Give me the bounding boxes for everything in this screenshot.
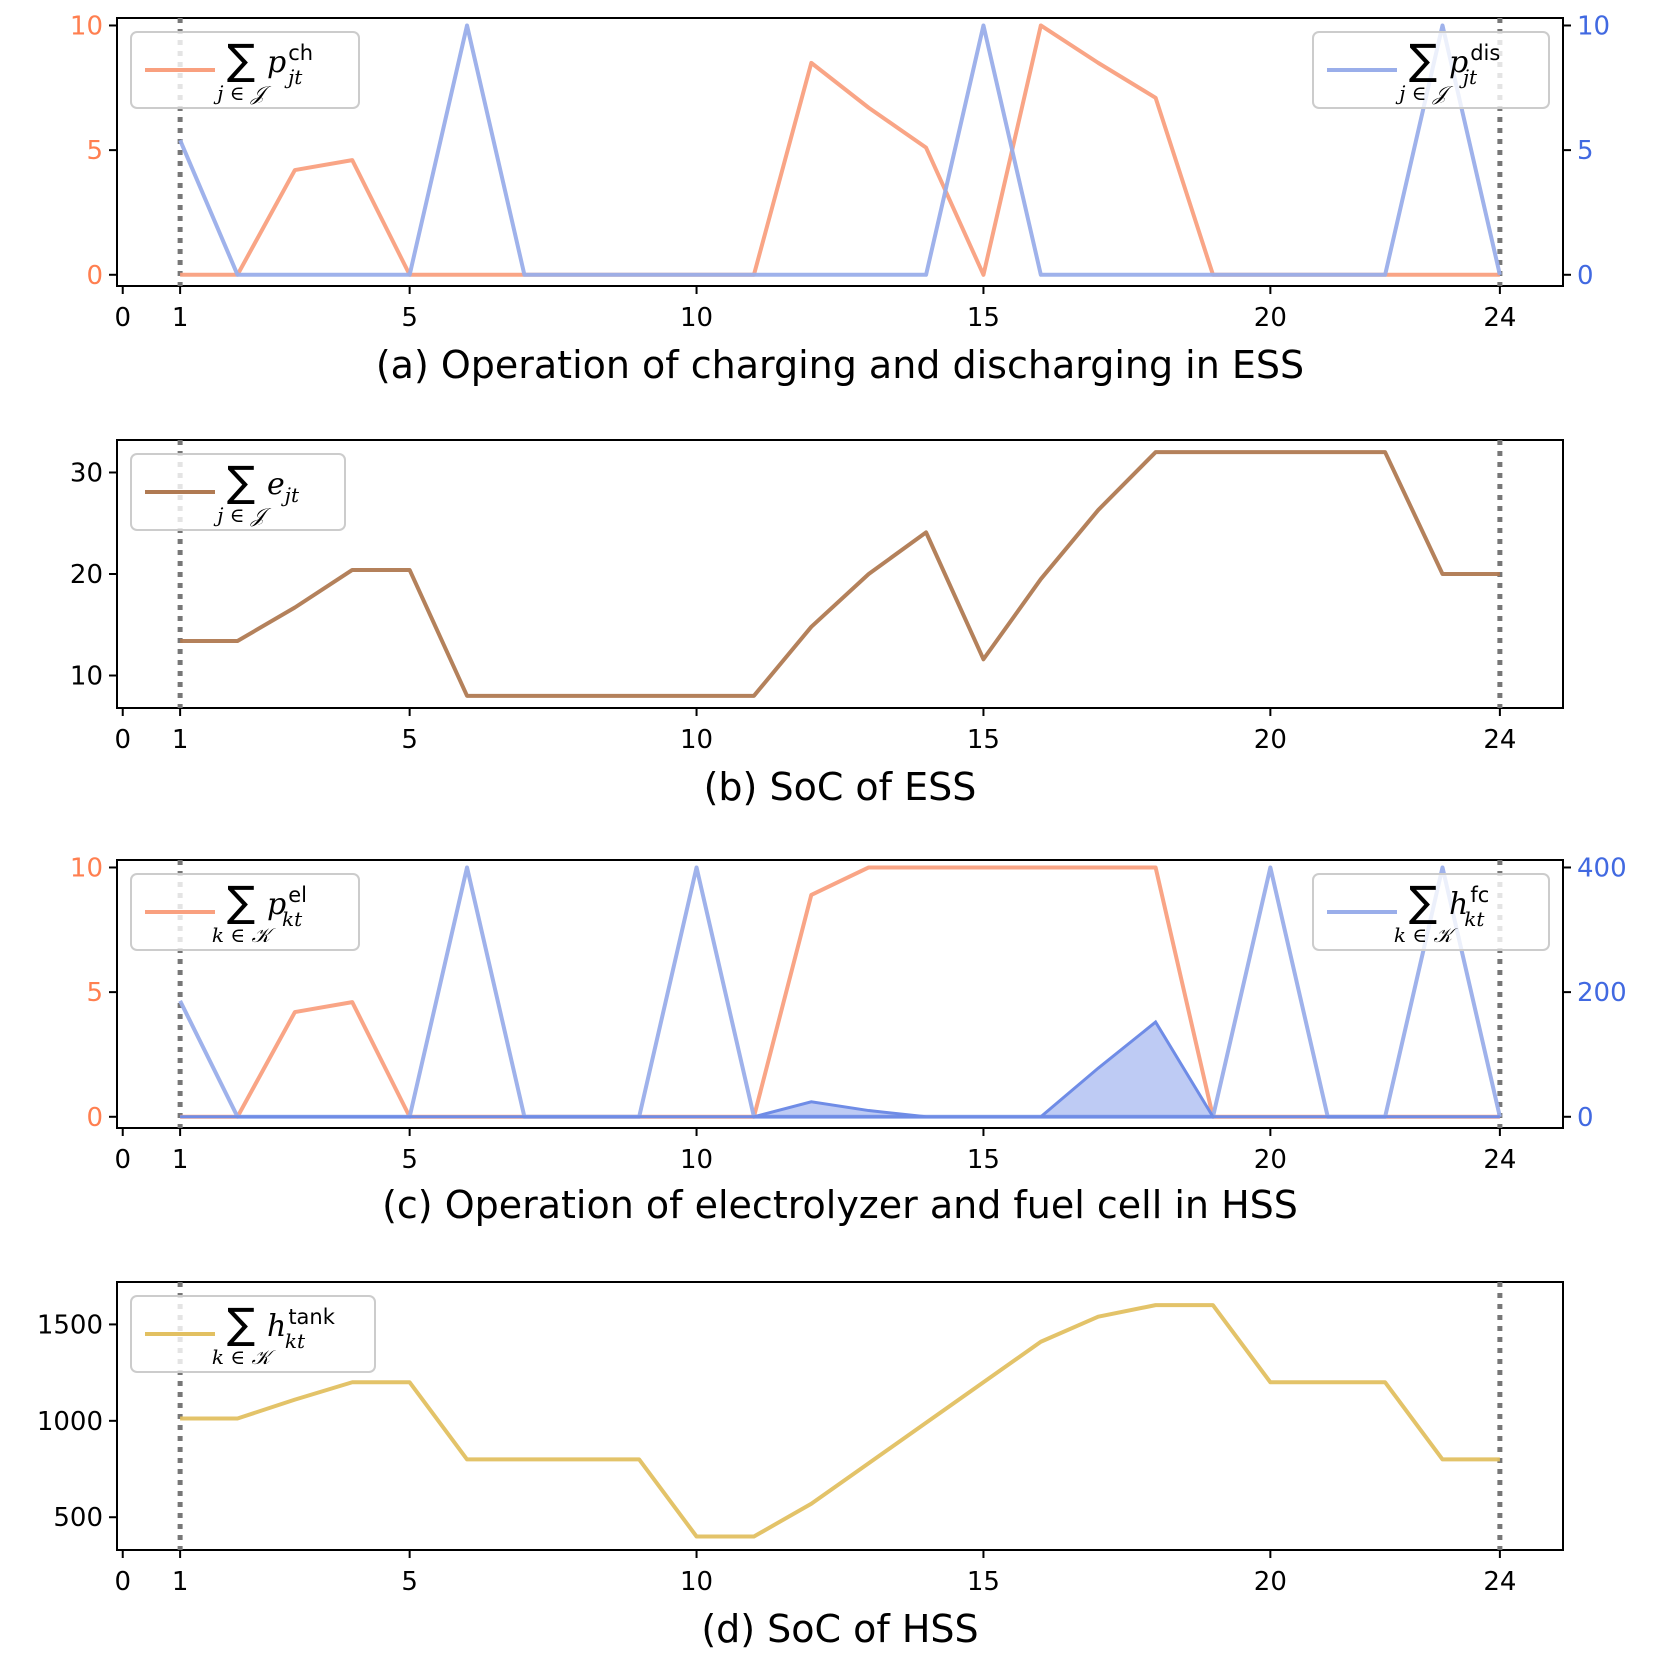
x-tick-label: 10 xyxy=(680,303,713,333)
legend-frame xyxy=(130,873,360,951)
legend-frame xyxy=(130,31,360,109)
x-tick-label: 10 xyxy=(680,1567,713,1597)
legend-sum-symbol: ∑ xyxy=(227,35,255,84)
y-tick-label: 500 xyxy=(53,1503,103,1533)
x-tick-label: 0 xyxy=(114,1145,131,1175)
y-tick-label: 5 xyxy=(86,136,103,166)
y2-tick-label: 0 xyxy=(1577,261,1594,291)
y-tick-label: 10 xyxy=(70,662,103,692)
legend-sum-symbol: ∑ xyxy=(227,877,255,926)
legend-frame xyxy=(1312,31,1550,109)
x-tick-label: 15 xyxy=(967,303,1000,333)
x-tick-label: 10 xyxy=(680,725,713,755)
legend-sum-symbol: ∑ xyxy=(1409,877,1437,926)
legend-sum-symbol: ∑ xyxy=(1409,35,1437,84)
x-tick-label: 15 xyxy=(967,725,1000,755)
y2-tick-label: 200 xyxy=(1577,978,1627,1008)
legend-sum-index: j ∈ 𝒥 xyxy=(213,503,272,527)
legend-label: htank kt xyxy=(267,1305,336,1353)
x-tick-label: 20 xyxy=(1254,1145,1287,1175)
y-tick-label: 10 xyxy=(70,11,103,41)
x-tick-label: 5 xyxy=(401,303,418,333)
series-line-htank xyxy=(180,1303,1500,1539)
x-tick-label: 24 xyxy=(1483,1567,1516,1597)
x-tick-label: 5 xyxy=(401,1567,418,1597)
x-tick-label: 15 xyxy=(967,1145,1000,1175)
series-line-hfc xyxy=(178,865,1502,1119)
series-line-pch xyxy=(180,23,1500,277)
x-tick-label: 1 xyxy=(172,303,189,333)
panel-caption: (b) SoC of ESS xyxy=(704,765,977,809)
legend-frame xyxy=(1312,873,1550,951)
series-area-fill xyxy=(180,1019,1500,1119)
legend-sum-index: j ∈ 𝒥 xyxy=(1395,81,1454,105)
x-tick-label: 10 xyxy=(680,1145,713,1175)
x-tick-label: 24 xyxy=(1483,1145,1516,1175)
legend-label: pdis jt xyxy=(1449,41,1500,89)
panel-caption: (c) Operation of electrolyzer and fuel c… xyxy=(382,1183,1298,1227)
legend-sum-index: k ∈ 𝒦 xyxy=(1394,923,1459,947)
series-line-pel xyxy=(180,865,1500,1119)
plot-frame xyxy=(116,859,1564,1129)
x-tick-label: 0 xyxy=(114,725,131,755)
y-tick-label: 30 xyxy=(70,458,103,488)
y-tick-label: 1000 xyxy=(37,1407,103,1437)
panel-caption: (d) SoC of HSS xyxy=(701,1607,978,1651)
y-tick-label: 0 xyxy=(86,1103,103,1133)
x-tick-label: 5 xyxy=(401,1145,418,1175)
plot-frame xyxy=(116,1281,1564,1551)
legend-sum-symbol: ∑ xyxy=(227,1299,255,1348)
x-tick-label: 24 xyxy=(1483,725,1516,755)
legend-label: hfc kt xyxy=(1449,883,1489,931)
x-tick-label: 20 xyxy=(1254,303,1287,333)
x-tick-label: 0 xyxy=(114,303,131,333)
y2-tick-label: 5 xyxy=(1577,136,1594,166)
legend-sum-index: k ∈ 𝒦 xyxy=(212,1345,277,1369)
x-tick-label: 20 xyxy=(1254,1567,1287,1597)
series-line-pdis xyxy=(178,23,1502,277)
legend-sum-index: k ∈ 𝒦 xyxy=(212,923,277,947)
x-tick-label: 1 xyxy=(172,1145,189,1175)
legend-sum-symbol: ∑ xyxy=(227,457,255,506)
y-tick-label: 1500 xyxy=(37,1310,103,1340)
panel-caption: (a) Operation of charging and dischargin… xyxy=(376,343,1304,387)
y2-tick-label: 0 xyxy=(1577,1103,1594,1133)
legend-label: pel kt xyxy=(267,883,307,931)
y-tick-label: 0 xyxy=(86,261,103,291)
x-tick-label: 5 xyxy=(401,725,418,755)
y2-tick-label: 10 xyxy=(1577,11,1610,41)
series-line-e xyxy=(180,450,1500,698)
legend-frame xyxy=(130,453,346,531)
y2-tick-label: 400 xyxy=(1577,853,1627,883)
legend-label: ejt xyxy=(267,467,300,507)
x-tick-label: 1 xyxy=(172,725,189,755)
y-tick-label: 10 xyxy=(70,853,103,883)
x-tick-label: 15 xyxy=(967,1567,1000,1597)
x-tick-label: 24 xyxy=(1483,303,1516,333)
plot-frame xyxy=(116,17,1564,287)
legend-sum-index: j ∈ 𝒥 xyxy=(213,81,272,105)
x-tick-label: 0 xyxy=(114,1567,131,1597)
legend-label: pch jt xyxy=(267,41,313,89)
y-tick-label: 20 xyxy=(70,560,103,590)
y-tick-label: 5 xyxy=(86,978,103,1008)
x-tick-label: 20 xyxy=(1254,725,1287,755)
x-tick-label: 1 xyxy=(172,1567,189,1597)
legend-frame xyxy=(130,1295,376,1373)
